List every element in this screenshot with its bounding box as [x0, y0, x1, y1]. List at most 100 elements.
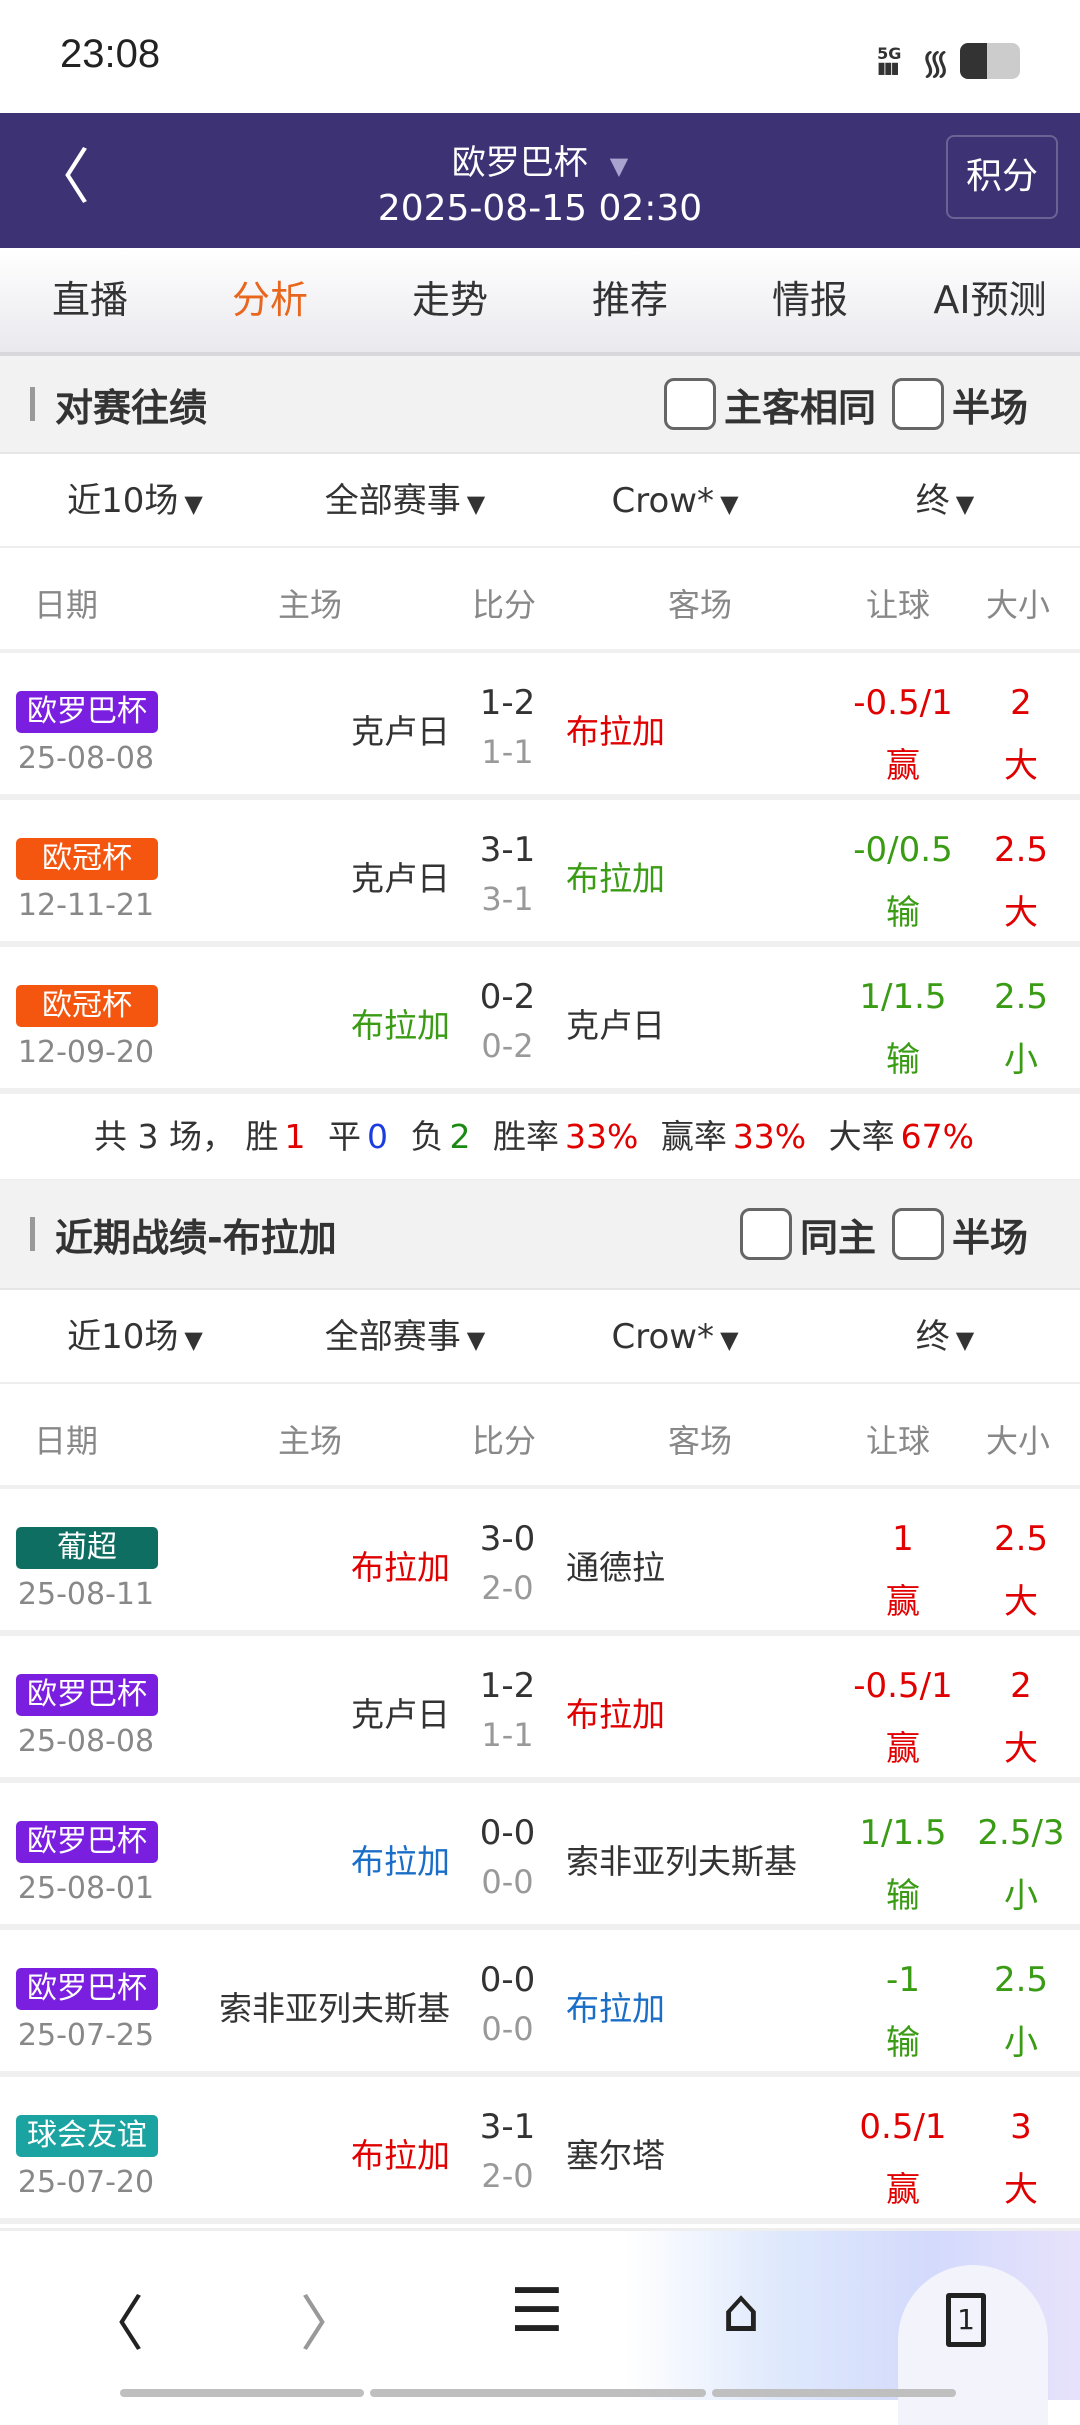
caret-down-icon: ▼	[955, 1326, 975, 1354]
column-header: 客场	[668, 586, 733, 624]
section-options: 同主 半场	[739, 1207, 1028, 1262]
match-row[interactable]: 球会友谊 25-07-20 布拉加 3-1 2-0 塞尔塔 0.5/1 赢 3 大	[0, 2077, 1080, 2224]
caret-down-icon: ▼	[720, 490, 739, 518]
filter-dropdown[interactable]: 终 ▼	[810, 454, 1080, 546]
checkbox-主客相同[interactable]	[663, 378, 716, 430]
handicap-line: -1	[886, 1960, 920, 2000]
match-date: 12-11-21	[17, 888, 155, 923]
column-header: 比分	[472, 1422, 537, 1460]
section-title: 近期战绩-布拉加	[55, 1215, 337, 1260]
total-result: 小	[1004, 1040, 1038, 1080]
summary-total: 共 3 场，	[93, 1117, 235, 1156]
menu-icon[interactable]: ☰	[510, 2276, 564, 2346]
away-team[interactable]: 布拉加	[566, 1695, 665, 1734]
full-time-score: 1-2	[479, 683, 536, 723]
filter-dropdown[interactable]: 全部赛事 ▼	[270, 454, 540, 546]
match-row[interactable]: 欧罗巴杯 25-08-08 克卢日 1-2 1-1 布拉加 -0.5/1 赢 2 大	[0, 653, 1080, 800]
total-result: 大	[1004, 1582, 1038, 1622]
handicap-line: 0.5/1	[859, 2107, 947, 2147]
summary-draw-label: 平	[327, 1117, 361, 1156]
match-row[interactable]: 欧冠杯 12-11-21 克卢日 3-1 3-1 布拉加 -0/0.5 输 2.5 大	[0, 800, 1080, 947]
checkbox-label: 半场	[951, 385, 1028, 430]
home-team[interactable]: 布拉加	[351, 1006, 450, 1045]
checkbox-half[interactable]	[891, 1208, 944, 1260]
competition-selector[interactable]: 欧罗巴杯 ▼	[0, 113, 1080, 184]
full-time-score: 0-0	[479, 1960, 536, 2000]
home-team[interactable]: 克卢日	[351, 859, 450, 898]
summary-over-rate-label: 大率	[828, 1117, 895, 1156]
browser-forward-icon[interactable]: 〉	[300, 2290, 360, 2360]
column-header: 主场	[278, 1422, 343, 1460]
match-date: 25-08-11	[17, 1577, 155, 1612]
full-time-score: 3-0	[479, 1519, 536, 1559]
half-time-score: 1-1	[481, 1716, 534, 1754]
filter-dropdown[interactable]: 全部赛事 ▼	[270, 1290, 540, 1382]
filter-label: 全部赛事	[324, 481, 461, 521]
home-team[interactable]: 布拉加	[351, 1548, 450, 1587]
match-date: 25-07-25	[17, 2018, 155, 2053]
browser-back-icon[interactable]: 〈	[84, 2290, 144, 2360]
summary-draw: 0	[366, 1117, 388, 1156]
match-row[interactable]: 欧冠杯 12-09-20 布拉加 0-2 0-2 克卢日 1/1.5 输 2.5 小	[0, 947, 1080, 1094]
league-badge: 欧罗巴杯	[16, 1968, 158, 2010]
filter-dropdown[interactable]: Crow* ▼	[540, 1290, 810, 1382]
handicap-result: 赢	[886, 1582, 920, 1622]
column-header: 日期	[34, 586, 99, 624]
half-time-score: 1-1	[481, 733, 534, 771]
filter-dropdown[interactable]: Crow* ▼	[540, 454, 810, 546]
home-team[interactable]: 布拉加	[351, 2136, 450, 2175]
column-header: 大小	[986, 1422, 1051, 1460]
summary-winrate-label: 胜率	[492, 1117, 559, 1156]
tab-3[interactable]: 推荐	[591, 278, 668, 322]
away-team[interactable]: 通德拉	[566, 1548, 665, 1587]
signal-5g-icon: 5G ▮▮▮	[877, 44, 902, 77]
tabs-count-button[interactable]: 1	[946, 2293, 986, 2347]
filter-dropdown[interactable]: 近10场 ▼	[0, 1290, 270, 1382]
away-team[interactable]: 克卢日	[566, 1006, 665, 1045]
filter-dropdown[interactable]: 近10场 ▼	[0, 454, 270, 546]
away-team[interactable]: 塞尔塔	[566, 2136, 665, 2175]
summary-handicap-rate: 33%	[732, 1117, 807, 1156]
home-team[interactable]: 克卢日	[351, 712, 450, 751]
total-result: 小	[1004, 2023, 1038, 2063]
back-button[interactable]: 〈	[30, 143, 90, 213]
half-time-score: 2-0	[481, 1569, 534, 1607]
standings-button[interactable]: 积分	[946, 135, 1058, 219]
column-header: 大小	[986, 586, 1051, 624]
filter-dropdown[interactable]: 终 ▼	[810, 1290, 1080, 1382]
match-row[interactable]: 葡超 25-08-11 布拉加 3-0 2-0 通德拉 1 赢 2.5 大	[0, 1489, 1080, 1636]
section-options: 主客相同 半场	[663, 377, 1028, 432]
filter-row: 近10场 ▼ 全部赛事 ▼ Crow* ▼ 终 ▼	[0, 1290, 1080, 1384]
away-team[interactable]: 布拉加	[566, 859, 665, 898]
handicap-result: 输	[886, 2023, 920, 2063]
caret-down-icon: ▼	[720, 1326, 739, 1354]
checkbox-half[interactable]	[891, 378, 944, 430]
tab-2[interactable]: 走势	[411, 278, 488, 322]
summary-loss-label: 负	[410, 1117, 444, 1156]
away-team[interactable]: 布拉加	[566, 1989, 665, 2028]
league-badge: 欧罗巴杯	[16, 691, 158, 733]
total-line: 2	[1010, 1666, 1032, 1706]
home-team[interactable]: 克卢日	[351, 1695, 450, 1734]
tab-1[interactable]: 分析	[231, 278, 308, 322]
summary-winrate: 33%	[564, 1117, 639, 1156]
home-icon[interactable]: ⌂	[722, 2276, 761, 2346]
away-team[interactable]: 布拉加	[566, 712, 665, 751]
checkbox-同主[interactable]	[739, 1208, 792, 1260]
tab-0[interactable]: 直播	[51, 278, 128, 322]
total-result: 大	[1004, 1729, 1038, 1769]
tab-4[interactable]: 情报	[771, 278, 848, 322]
away-team[interactable]: 索非亚列夫斯基	[566, 1842, 797, 1881]
home-team[interactable]: 索非亚列夫斯基	[219, 1989, 450, 2028]
home-team[interactable]: 布拉加	[351, 1842, 450, 1881]
column-header: 日期	[34, 1422, 99, 1460]
match-row[interactable]: 欧罗巴杯 25-08-08 克卢日 1-2 1-1 布拉加 -0.5/1 赢 2 大	[0, 1636, 1080, 1783]
half-time-score: 3-1	[481, 880, 534, 918]
match-row[interactable]: 欧罗巴杯 25-07-25 索非亚列夫斯基 0-0 0-0 布拉加 -1 输 2.5 小	[0, 1930, 1080, 2077]
tab-5[interactable]: AI预测	[933, 278, 1047, 322]
handicap-line: -0.5/1	[853, 683, 953, 723]
league-badge: 葡超	[16, 1527, 158, 1569]
summary-win-label: 胜	[245, 1117, 279, 1156]
league-badge: 球会友谊	[16, 2115, 158, 2157]
match-row[interactable]: 欧罗巴杯 25-08-01 布拉加 0-0 0-0 索非亚列夫斯基 1/1.5 输 2.5/3 小	[0, 1783, 1080, 1930]
